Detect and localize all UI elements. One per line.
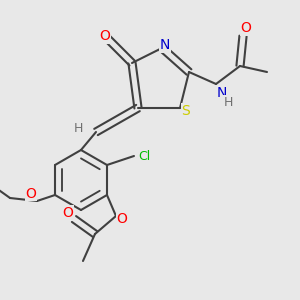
Text: O: O bbox=[62, 206, 74, 220]
Text: N: N bbox=[217, 86, 227, 100]
Text: O: O bbox=[26, 187, 37, 200]
Text: O: O bbox=[241, 22, 251, 35]
Text: O: O bbox=[100, 29, 110, 43]
Text: N: N bbox=[160, 38, 170, 52]
Text: Cl: Cl bbox=[138, 149, 151, 163]
Text: O: O bbox=[116, 212, 128, 226]
Text: H: H bbox=[223, 95, 233, 109]
Text: S: S bbox=[182, 104, 190, 118]
Text: H: H bbox=[73, 122, 83, 136]
